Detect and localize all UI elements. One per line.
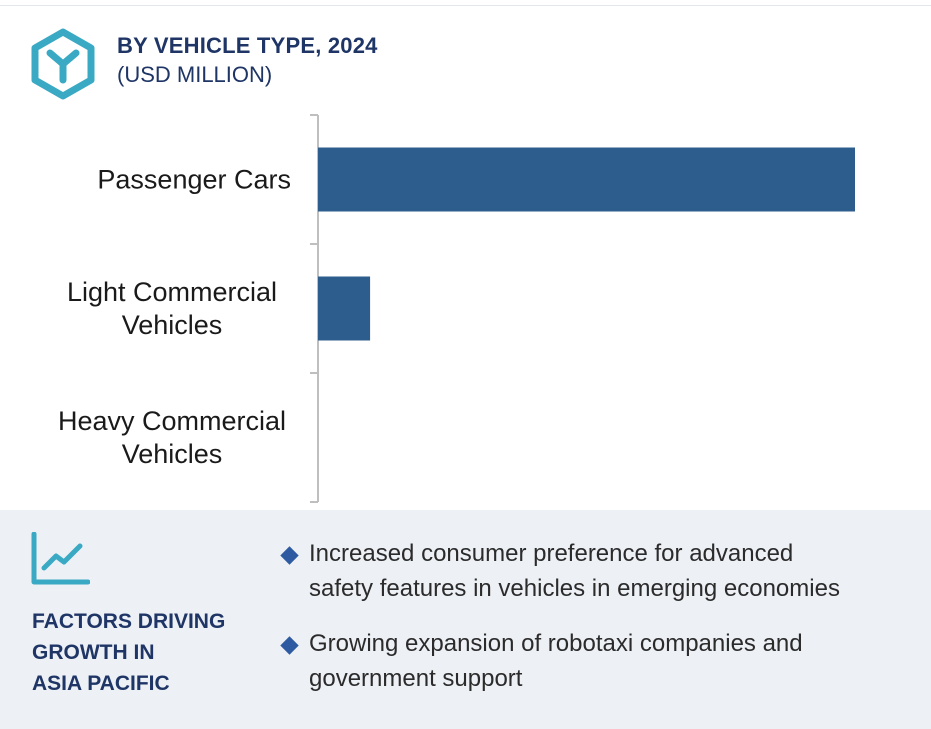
factor-line: Growing expansion of robotaxi companies … xyxy=(309,630,803,657)
chart-subtitle: (USD MILLION) xyxy=(117,62,273,87)
category-label: Passenger Cars xyxy=(97,165,291,195)
factor-line: Increased consumer preference for advanc… xyxy=(309,540,794,567)
factors-title-line: ASIA PACIFIC xyxy=(32,672,170,695)
bar xyxy=(318,276,371,341)
category-label-line: Light Commercial xyxy=(67,277,277,307)
line-chart-icon xyxy=(31,532,90,585)
bar xyxy=(318,147,855,212)
factor-item: Growing expansion of robotaxi companies … xyxy=(280,626,903,696)
factor-item: Increased consumer preference for advanc… xyxy=(280,536,903,606)
category-label: Light Commercial Vehicles xyxy=(67,277,277,340)
category-label-line: Vehicles xyxy=(122,310,223,340)
factor-line: government support xyxy=(309,665,523,692)
factors-title: FACTORS DRIVING GROWTH IN ASIA PACIFIC xyxy=(32,606,262,699)
category-label: Heavy Commercial Vehicles xyxy=(58,406,286,469)
category-label-line: Vehicles xyxy=(122,439,223,469)
top-divider xyxy=(0,5,931,6)
chart-title: BY VEHICLE TYPE, 2024 xyxy=(117,33,378,58)
factor-line: safety features in vehicles in emerging … xyxy=(309,575,840,602)
category-label-line: Passenger Cars xyxy=(97,165,291,195)
factors-title-line: FACTORS DRIVING xyxy=(32,610,226,633)
y-hexagon-icon xyxy=(31,28,95,100)
factors-title-line: GROWTH IN xyxy=(32,641,155,664)
factors-panel xyxy=(0,510,931,729)
category-label-line: Heavy Commercial xyxy=(58,406,286,436)
